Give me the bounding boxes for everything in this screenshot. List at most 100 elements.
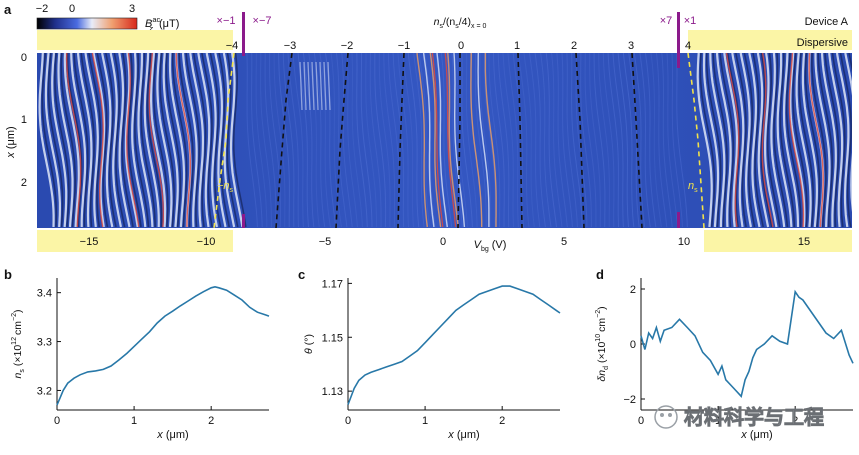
- top-tick-3: 3: [628, 40, 634, 52]
- panel-b-line-chart: 0 1 2 3.2 3.3 3.4 x (μm) ns(×1012cm−2): [11, 278, 270, 441]
- fringe-line: [140, 53, 156, 228]
- fringe-line: [712, 53, 728, 227]
- fringe-line-faint: [602, 53, 615, 228]
- fringe-line-faint: [351, 53, 363, 228]
- panel-c-y-tick-label: 1.15: [322, 332, 343, 344]
- fringe-line: [760, 53, 773, 228]
- fringe-line: [820, 53, 837, 228]
- fringe-line: [118, 53, 131, 228]
- left-tick-1: 1: [21, 114, 27, 126]
- left-axis-label: x (μm): [5, 126, 17, 158]
- dashed-contour-3: [631, 53, 643, 228]
- top-axis-ticks: −4 −3 −2 −1 0 1 2 3 4: [226, 40, 691, 52]
- fringe-line-faint: [440, 53, 453, 228]
- fringe-line-red: [761, 53, 774, 228]
- fringe-line: [811, 53, 827, 228]
- panel-c-y-tick-label: 1.17: [322, 278, 343, 290]
- fringe-line: [113, 53, 126, 228]
- fringe-line-faint: [639, 53, 651, 228]
- panel-letter-d: d: [596, 267, 604, 282]
- fringe-line-center: [484, 53, 497, 227]
- fringe-patch: [307, 61, 311, 111]
- bottom-tick-5: 5: [561, 236, 567, 248]
- panel-b-series-line: [56, 285, 270, 406]
- fringe-line: [773, 53, 789, 228]
- fringe-line-faint: [661, 53, 673, 228]
- colorbar-tick-max: 3: [129, 3, 135, 15]
- watermark-text: 材料科学与工程: [684, 405, 824, 429]
- fringe-line: [795, 53, 812, 228]
- panel-letter-c: c: [298, 267, 305, 282]
- fringe-line-faint: [365, 53, 378, 228]
- purple-marker-left-bottom: [242, 214, 245, 228]
- fringe-line: [143, 53, 160, 228]
- fringe-line: [47, 53, 64, 228]
- top-tick-neg3: −3: [284, 40, 297, 52]
- fringe-line: [731, 53, 745, 228]
- fringe-line: [38, 53, 55, 228]
- left-tick-0: 0: [21, 52, 27, 64]
- fringe-line: [798, 53, 815, 228]
- fringe-patch: [323, 61, 327, 111]
- fringe-line: [229, 53, 244, 228]
- fringe-line: [709, 53, 726, 228]
- fringe-line-faint: [556, 53, 568, 228]
- fringe-line-faint: [497, 53, 510, 228]
- dashed-contour-1: [517, 53, 523, 228]
- fringe-line: [723, 53, 738, 228]
- fringe-line: [764, 53, 778, 228]
- fringe-line: [73, 53, 89, 228]
- fringe-line-center: [447, 53, 459, 228]
- fringe-line-faint: [264, 53, 277, 228]
- fringe-line-faint: [246, 53, 258, 228]
- multiplier-neg7: ×−7: [253, 15, 272, 27]
- top-right-yellow-band: [688, 30, 852, 50]
- panel-c-series-line: [347, 285, 561, 405]
- fringe-line: [785, 53, 802, 228]
- fringe-line-center: [416, 53, 428, 228]
- dashed-contour-0: [457, 53, 461, 228]
- left-tick-2: 2: [21, 177, 27, 189]
- fringe-line-faint: [545, 53, 557, 228]
- fringe-line: [792, 53, 808, 228]
- fringe-line: [804, 53, 821, 228]
- dispersive-label: Dispersive: [797, 37, 848, 49]
- fringe-line-faint: [456, 53, 468, 228]
- watermark: 材料科学与工程: [654, 405, 824, 429]
- watermark-logo-dot-icon: [660, 413, 664, 417]
- fringe-line: [76, 53, 93, 228]
- fringe-line-faint: [645, 53, 657, 228]
- fringe-line: [748, 53, 761, 228]
- multiplier-pos1: ×1: [684, 15, 697, 27]
- panel-c-y-tick-label: 1.13: [322, 386, 343, 398]
- fringe-line: [189, 53, 204, 228]
- fringe-line: [146, 53, 163, 228]
- fringe-line-faint: [292, 53, 304, 228]
- fringe-line: [127, 53, 142, 228]
- panel-b-y-tick-label: 3.3: [37, 337, 52, 349]
- fringe-line: [814, 53, 831, 228]
- fringe-line-faint: [418, 53, 430, 228]
- fringe-line: [214, 53, 227, 228]
- fringe-line: [828, 53, 844, 228]
- fringe-line: [171, 53, 188, 228]
- panel-b-y-tick-label: 3.4: [37, 288, 52, 300]
- fringe-line-faint: [336, 53, 348, 228]
- fringe-line-faint: [273, 53, 286, 227]
- fringe-line: [205, 53, 218, 228]
- dashed-contour-neg1: [397, 53, 405, 228]
- watermark-logo-dot2-icon: [668, 413, 672, 417]
- fringe-line: [719, 53, 735, 228]
- panel-c-line-chart: 0 1 2 1.13 1.15 1.17 x (μm) θ(°): [303, 278, 561, 441]
- fringe-line-faint: [493, 53, 505, 227]
- panel-b-x-tick-label: 1: [131, 415, 137, 427]
- fringe-line-faint: [502, 53, 514, 228]
- fringe-line: [134, 53, 150, 228]
- fringe-line: [165, 53, 182, 228]
- fringe-line: [767, 53, 781, 228]
- fringe-line-faint: [346, 53, 358, 228]
- fringe-patch: [311, 61, 315, 111]
- bottom-tick-0: 0: [440, 236, 446, 248]
- fringe-line-faint: [369, 53, 382, 228]
- fringe-line-center: [470, 53, 483, 227]
